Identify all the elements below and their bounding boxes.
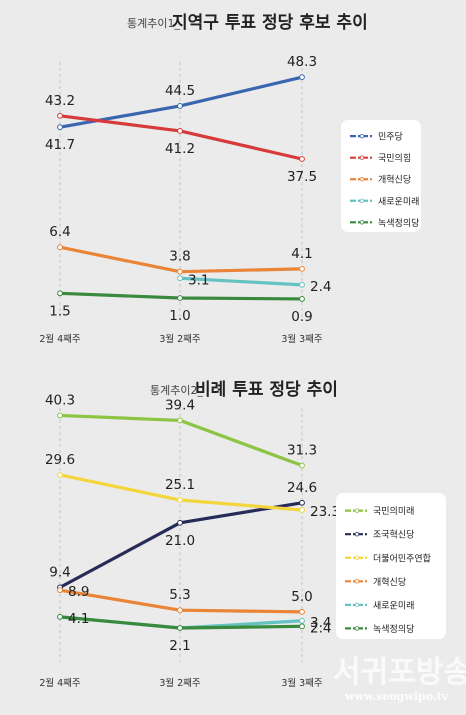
data-label: 31.3 — [287, 443, 317, 459]
chart1-data-point — [57, 244, 63, 251]
chart1-legend-marker — [359, 220, 365, 225]
charts-layer: 2월 4째주 3월 2째주 3월 3째주 41.7 44.5 48.3 43.2 41.2 37… — [39, 54, 446, 689]
chart2-legend-label: 새로운미래 — [373, 600, 414, 611]
chart2-legend-label: 조국혁신당 — [373, 530, 414, 541]
data-label: 0.9 — [291, 309, 312, 325]
chart2-data-point — [177, 519, 183, 526]
chart1-legend-marker — [359, 177, 365, 182]
chart2-legend-marker — [354, 602, 360, 608]
chart2-data-point — [299, 507, 305, 513]
chart2-data-point — [177, 417, 183, 424]
data-label: 6.4 — [49, 224, 70, 240]
data-label: 5.3 — [169, 587, 190, 603]
data-label: 3.1 — [188, 272, 209, 288]
chart1-x-tick-label: 3월 3째주 — [281, 333, 323, 345]
chart2-legend-marker — [354, 626, 360, 631]
data-label: 44.5 — [165, 83, 195, 99]
chart1-legend-marker — [359, 198, 365, 203]
chart1-legend-label: 개혁신당 — [378, 175, 411, 186]
chart2-data-point — [57, 472, 63, 478]
chart2-x-tick-label: 2월 4째주 — [39, 677, 81, 689]
data-label: 1.0 — [169, 308, 190, 324]
chart1-x-tick-label: 3월 2째주 — [159, 333, 201, 345]
chart2-legend-marker — [354, 555, 360, 560]
data-label: 2.1 — [169, 638, 190, 654]
watermark-name: 서귀포방송 — [333, 655, 466, 690]
chart1-data-point — [57, 124, 63, 131]
chart2-legend-marker — [354, 579, 360, 584]
chart2-data-point — [299, 462, 305, 469]
chart2-data-point — [299, 623, 305, 630]
chart1-data-point — [177, 275, 183, 282]
data-label: 1.5 — [49, 303, 70, 319]
chart1-legend-marker — [359, 133, 365, 139]
chart1-data-point — [57, 290, 63, 297]
chart1-series-line-3 — [178, 276, 304, 287]
chart2-data-point — [57, 613, 63, 620]
data-label: 41.7 — [45, 137, 75, 153]
chart1-legend-label: 국민의힘 — [378, 153, 411, 164]
chart1-legend-label: 민주당 — [378, 132, 403, 143]
chart2-data-point — [177, 607, 183, 614]
data-label: 4.1 — [291, 246, 312, 262]
chart2-legend-marker — [354, 532, 360, 537]
data-label: 37.5 — [287, 169, 317, 185]
chart1-data-point — [177, 103, 183, 109]
chart1-legend-marker — [359, 155, 365, 160]
chart2-data-point — [57, 412, 63, 419]
chart2-legend-label: 개혁신당 — [373, 577, 406, 588]
chart2-data-point — [177, 497, 183, 503]
chart1-title-prefix: 통계추이1_ — [127, 17, 180, 30]
chart2-legend-label: 국민의미래 — [373, 506, 414, 517]
data-label: 29.6 — [45, 452, 75, 468]
data-label: 24.6 — [287, 480, 317, 496]
data-label: 2.4 — [310, 279, 331, 295]
chart2-legend-marker — [354, 508, 360, 513]
chart1-legend-box — [341, 120, 421, 232]
data-label: 43.2 — [45, 93, 75, 109]
chart2-data-point — [299, 499, 305, 506]
chart2-data-point — [57, 587, 63, 594]
chart2-legend-box — [336, 493, 446, 639]
chart2-x-tick-label: 3월 3째주 — [281, 677, 323, 689]
chart1-legend-label: 녹색정의당 — [378, 218, 419, 229]
data-label: 8.9 — [68, 584, 89, 600]
data-label: 2.4 — [310, 620, 331, 636]
chart1-title: 지역구 투표 정당 후보 추이 — [172, 12, 368, 33]
chart1-x-tick-label: 2월 4째주 — [39, 333, 81, 345]
watermark-url: www.seogwipo.tv — [344, 690, 449, 703]
chart2-title-prefix: 통계추이2_ — [150, 384, 203, 397]
chart1-data-point — [177, 295, 183, 301]
data-label: 9.4 — [49, 564, 70, 580]
data-label: 3.8 — [169, 249, 190, 265]
chart1-data-point — [57, 112, 63, 119]
data-label: 48.3 — [287, 54, 317, 70]
chart1-data-point — [299, 296, 305, 302]
chart1-data-point — [177, 268, 183, 275]
chart2-data-point — [299, 617, 305, 624]
chart2-x-tick-label: 3월 2째주 — [159, 677, 201, 689]
data-label: 23.3 — [310, 504, 340, 520]
chart2-legend-label: 더불어민주연합 — [373, 553, 431, 564]
data-label: 21.0 — [165, 533, 195, 549]
chart2-data-point — [177, 625, 183, 631]
data-label: 39.4 — [165, 397, 195, 413]
data-label: 5.0 — [291, 589, 312, 605]
data-label: 25.1 — [165, 477, 195, 493]
chart1-data-point — [299, 265, 305, 272]
chart2-data-point — [299, 608, 305, 615]
chart1-data-point — [299, 74, 305, 81]
chart1-data-point — [299, 156, 305, 162]
chart1-data-point — [177, 128, 183, 134]
data-label: 40.3 — [45, 392, 75, 408]
data-label: 3.4 — [310, 615, 331, 631]
chart1-data-point — [299, 281, 305, 288]
data-label: 41.2 — [165, 141, 195, 157]
chart1-legend-label: 새로운미래 — [378, 196, 419, 207]
chart2-title: 비례 투표 정당 추이 — [195, 380, 338, 400]
chart2-legend-label: 녹색정의당 — [373, 624, 414, 635]
data-label: 4.1 — [68, 611, 89, 627]
